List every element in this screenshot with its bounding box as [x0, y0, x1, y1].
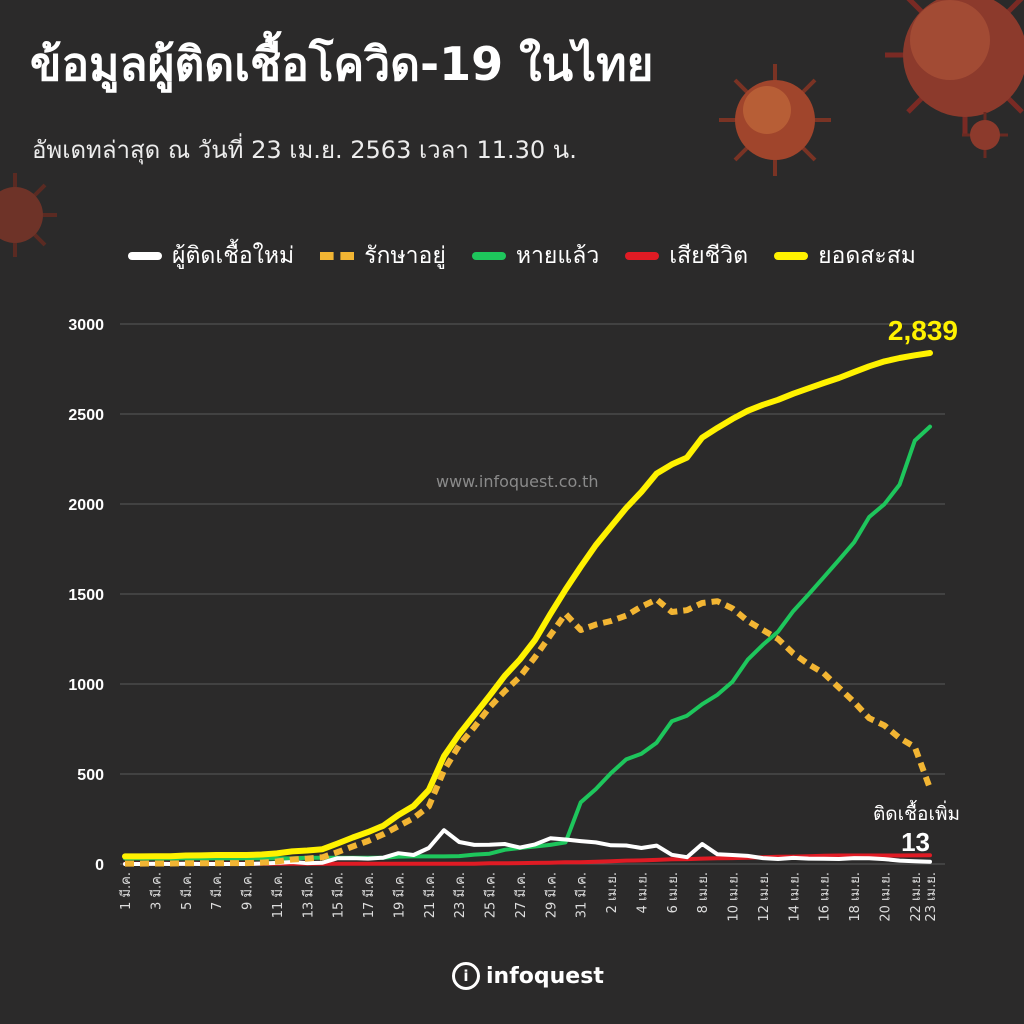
legend-swatch	[320, 252, 355, 260]
chart-legend: ผู้ติดเชื้อใหม่ รักษาอยู่ หายแล้ว เสียชี…	[128, 238, 916, 274]
legend-label: ผู้ติดเชื้อใหม่	[172, 243, 295, 269]
legend-swatch	[625, 252, 660, 260]
legend-item-cumulative: ยอดสะสม	[774, 238, 916, 274]
x-tick-label: 31 มี.ค.	[574, 872, 590, 918]
x-tick-label: 4 เม.ย.	[635, 872, 650, 913]
y-tick-label: 1000	[68, 677, 104, 694]
legend-swatch	[774, 252, 809, 260]
logo-mark-icon: i	[452, 962, 480, 990]
logo-text: infoquest	[486, 963, 604, 989]
page-title: ข้อมูลผู้ติดเชื้อโควิด-19 ในไทย	[30, 37, 654, 91]
y-tick-label: 2500	[68, 407, 104, 424]
virus-icon	[719, 64, 831, 176]
legend-label: รักษาอยู่	[364, 243, 446, 269]
x-tick-label: 7 มี.ค.	[209, 872, 225, 910]
x-tick-label: 23 เม.ย.	[924, 872, 939, 922]
x-tick-label: 20 เม.ย.	[878, 872, 893, 922]
legend-swatch	[471, 252, 506, 260]
x-tick-label: 15 มี.ค.	[331, 872, 347, 918]
x-tick-label: 23 มี.ค.	[452, 872, 468, 918]
virus-icon	[885, 0, 1024, 135]
virus-icon	[0, 173, 57, 257]
watermark: www.infoquest.co.th	[436, 472, 599, 491]
x-tick-label: 1 มี.ค.	[118, 872, 134, 910]
series-line-recovered	[123, 424, 932, 861]
x-tick-label: 12 เม.ย.	[757, 872, 772, 922]
legend-label: ยอดสะสม	[818, 243, 916, 269]
x-tick-label: 17 มี.ค.	[361, 872, 377, 918]
legend-item-active: รักษาอยู่	[320, 238, 446, 274]
new-cases-value: 13	[901, 827, 930, 857]
x-tick-label: 29 มี.ค.	[543, 872, 559, 918]
page-subtitle: อัพเดทล่าสุด ณ วันที่ 23 เม.ย. 2563 เวลา…	[32, 136, 577, 164]
legend-label: หายแล้ว	[515, 243, 600, 269]
x-tick-label: 21 มี.ค.	[422, 872, 438, 918]
x-tick-label: 2 เม.ย.	[605, 872, 620, 913]
legend-item-deaths: เสียชีวิต	[625, 238, 748, 274]
x-tick-label: 6 เม.ย.	[666, 872, 681, 913]
x-tick-label: 11 มี.ค.	[270, 872, 286, 918]
series-line-cumulative	[122, 350, 933, 860]
x-tick-label: 14 เม.ย.	[787, 872, 802, 922]
x-tick-label: 19 มี.ค.	[391, 872, 407, 918]
infoquest-logo: i infoquest	[452, 962, 604, 990]
x-tick-label: 22 เม.ย.	[909, 872, 924, 922]
total-cases-label: 2,839	[888, 315, 958, 346]
x-tick-label: 13 มี.ค.	[300, 872, 316, 918]
x-tick-label: 3 มี.ค.	[148, 872, 164, 910]
x-tick-label: 10 เม.ย.	[727, 872, 742, 922]
y-tick-label: 500	[77, 767, 104, 784]
virus-icon	[962, 112, 1008, 158]
legend-label: เสียชีวิต	[669, 243, 749, 269]
series-line-active	[125, 596, 933, 867]
x-tick-label: 16 เม.ย.	[818, 872, 833, 922]
x-tick-label: 9 มี.ค.	[240, 872, 256, 910]
legend-swatch	[128, 252, 162, 260]
y-tick-label: 1500	[68, 587, 104, 604]
x-tick-label: 27 มี.ค.	[513, 872, 529, 918]
x-tick-label: 18 เม.ย.	[848, 872, 863, 922]
y-tick-label: 2000	[68, 497, 104, 514]
y-tick-label: 3000	[68, 317, 104, 334]
x-tick-label: 25 มี.ค.	[483, 872, 499, 918]
x-tick-label: 5 มี.ค.	[179, 872, 195, 910]
legend-item-new-cases: ผู้ติดเชื้อใหม่	[128, 238, 294, 274]
new-cases-annotation: ติดเชื้อเพิ่ม	[873, 800, 960, 825]
y-tick-label: 0	[95, 857, 104, 874]
series-line-new-cases	[123, 828, 932, 866]
legend-item-recovered: หายแล้ว	[471, 238, 600, 274]
x-tick-label: 8 เม.ย.	[696, 872, 711, 913]
